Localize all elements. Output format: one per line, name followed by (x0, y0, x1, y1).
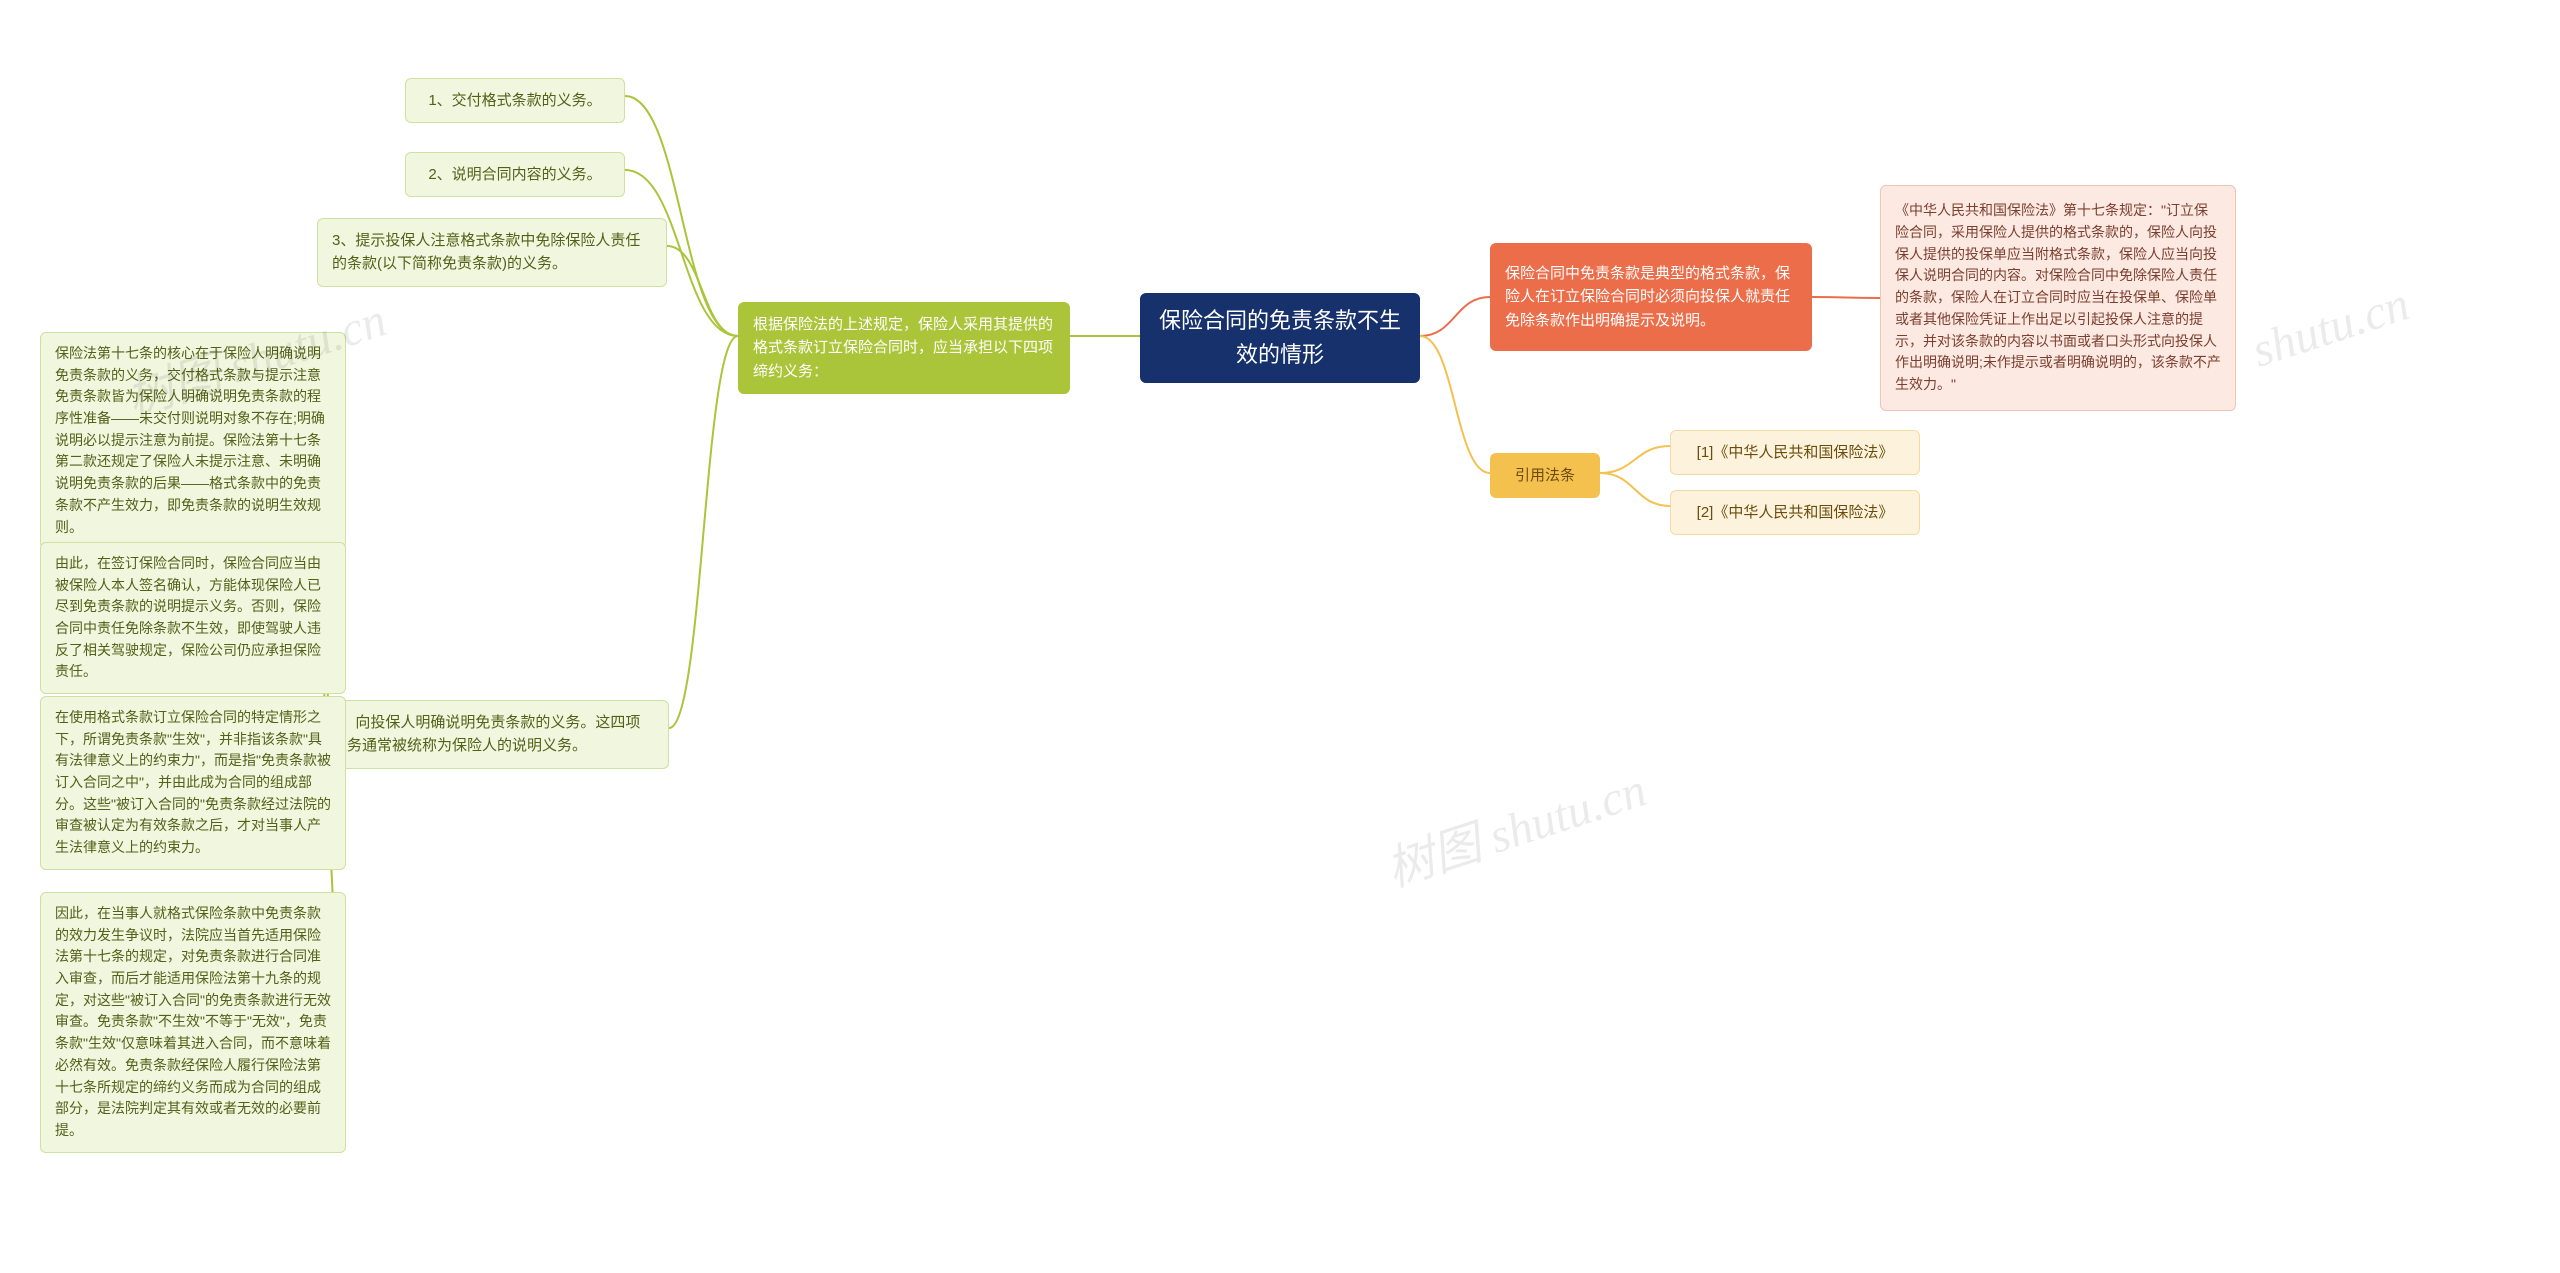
mindmap-node-center[interactable]: 保险合同的免责条款不生效的情形 (1140, 293, 1420, 383)
node-text: 保险合同中免责条款是典型的格式条款，保险人在订立保险合同时必须向投保人就责任免除… (1505, 262, 1797, 332)
mindmap-node-l4[interactable]: 4、向投保人明确说明免责条款的义务。这四项义务通常被统称为保险人的说明义务。 (317, 700, 669, 769)
connector (1600, 473, 1670, 506)
node-text: 在使用格式条款订立保险合同的特定情形之下，所谓免责条款"生效"，并非指该条款"具… (55, 707, 331, 859)
connector (625, 96, 738, 336)
connector (1600, 446, 1670, 473)
watermark: 树图 shutu.cn (1376, 750, 1654, 900)
connector (1420, 336, 1490, 473)
mindmap-node-ref2[interactable]: [2]《中华人民共和国保险法》 (1670, 490, 1920, 535)
node-text: 4、向投保人明确说明免责条款的义务。这四项义务通常被统称为保险人的说明义务。 (332, 711, 654, 758)
mindmap-node-ref1[interactable]: [1]《中华人民共和国保险法》 (1670, 430, 1920, 475)
node-text: 《中华人民共和国保险法》第十七条规定："订立保险合同，采用保险人提供的格式条款的… (1895, 200, 2221, 395)
node-text: [2]《中华人民共和国保险法》 (1697, 501, 1894, 524)
mindmap-node-left_main[interactable]: 根据保险法的上述规定，保险人采用其提供的格式条款订立保险合同时，应当承担以下四项… (738, 302, 1070, 394)
node-text: 引用法条 (1515, 464, 1575, 487)
connector (667, 246, 738, 336)
mindmap-node-l4c[interactable]: 在使用格式条款订立保险合同的特定情形之下，所谓免责条款"生效"，并非指该条款"具… (40, 696, 346, 870)
node-text: 因此，在当事人就格式保险条款中免责条款的效力发生争议时，法院应当首先适用保险法第… (55, 903, 331, 1142)
connector (669, 336, 738, 728)
node-text: 根据保险法的上述规定，保险人采用其提供的格式条款订立保险合同时，应当承担以下四项… (753, 313, 1055, 383)
node-text: 1、交付格式条款的义务。 (428, 89, 601, 112)
watermark: shutu.cn (2245, 276, 2415, 378)
mindmap-node-l4b[interactable]: 由此，在签订保险合同时，保险合同应当由被保险人本人签名确认，方能体现保险人已尽到… (40, 542, 346, 694)
node-text: [1]《中华人民共和国保险法》 (1697, 441, 1894, 464)
mindmap-node-right_leaf[interactable]: 《中华人民共和国保险法》第十七条规定："订立保险合同，采用保险人提供的格式条款的… (1880, 185, 2236, 411)
node-text: 保险合同的免责条款不生效的情形 (1155, 304, 1405, 372)
node-text: 3、提示投保人注意格式条款中免除保险人责任的条款(以下简称免责条款)的义务。 (332, 229, 652, 276)
mindmap-node-l3[interactable]: 3、提示投保人注意格式条款中免除保险人责任的条款(以下简称免责条款)的义务。 (317, 218, 667, 287)
connector (1420, 297, 1490, 336)
node-text: 2、说明合同内容的义务。 (428, 163, 601, 186)
mindmap-node-ref[interactable]: 引用法条 (1490, 453, 1600, 498)
mindmap-node-l1[interactable]: 1、交付格式条款的义务。 (405, 78, 625, 123)
mindmap-node-l4a[interactable]: 保险法第十七条的核心在于保险人明确说明免责条款的义务，交付格式条款与提示注意免责… (40, 332, 346, 549)
node-text: 由此，在签订保险合同时，保险合同应当由被保险人本人签名确认，方能体现保险人已尽到… (55, 553, 331, 683)
connector (1812, 297, 1880, 298)
mindmap-node-l2[interactable]: 2、说明合同内容的义务。 (405, 152, 625, 197)
mindmap-node-l4d[interactable]: 因此，在当事人就格式保险条款中免责条款的效力发生争议时，法院应当首先适用保险法第… (40, 892, 346, 1153)
node-text: 保险法第十七条的核心在于保险人明确说明免责条款的义务，交付格式条款与提示注意免责… (55, 343, 331, 538)
mindmap-node-right_main[interactable]: 保险合同中免责条款是典型的格式条款，保险人在订立保险合同时必须向投保人就责任免除… (1490, 243, 1812, 351)
